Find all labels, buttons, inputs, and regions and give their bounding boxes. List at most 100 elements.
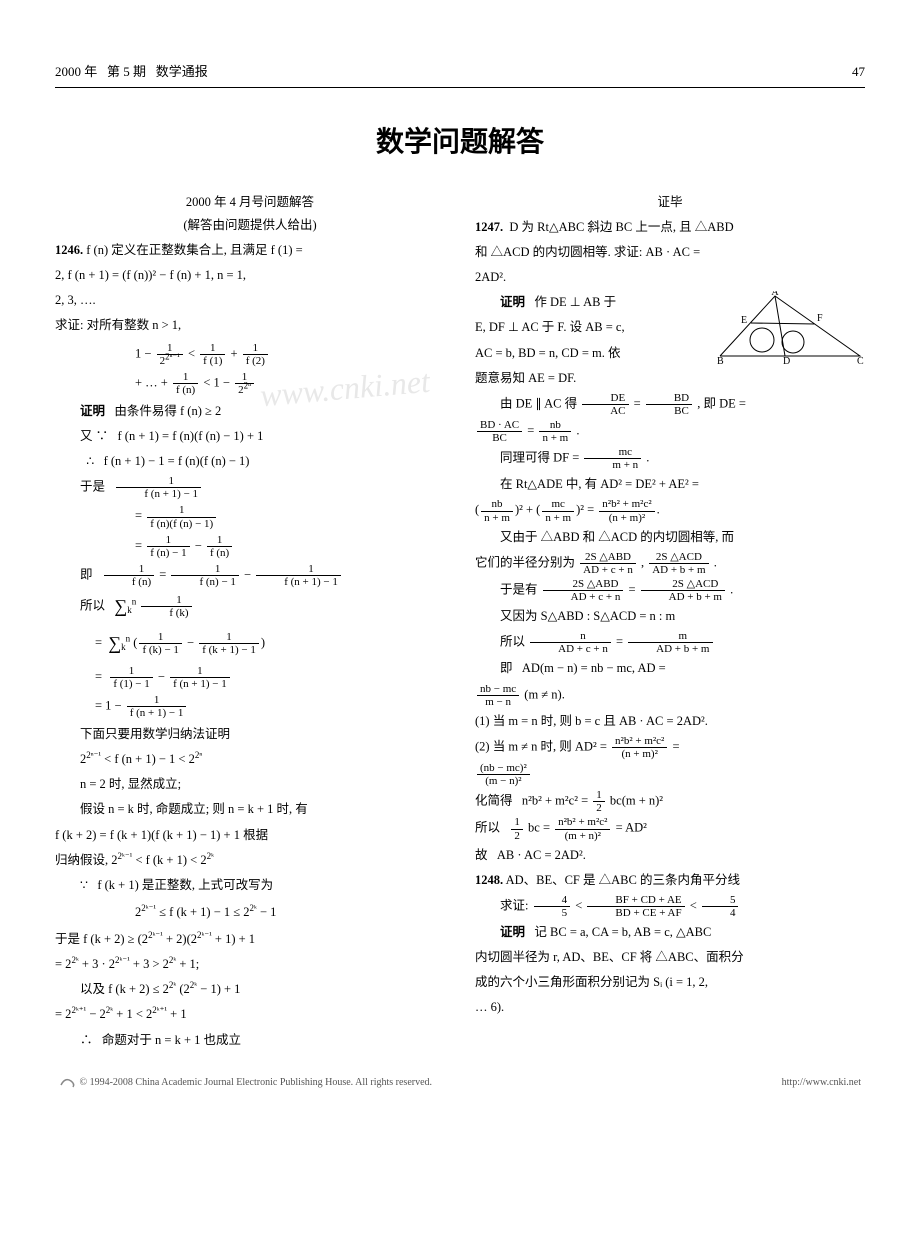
t: 即 AD(m − n) = nb − mc, AD = <box>475 657 865 680</box>
t: (m − n)² <box>477 775 530 787</box>
t: (2) 当 m ≠ n 时, 则 AD² = n²b² + m²c²(n + m… <box>475 735 865 760</box>
t: − 1 <box>260 905 276 919</box>
t: f (n) <box>173 384 198 396</box>
t: 1 <box>199 631 259 644</box>
t: = 1f (n) − 1 − 1f (n) <box>135 534 445 559</box>
t: , 即 DE = <box>697 396 746 410</box>
t: BC <box>477 432 522 444</box>
subtitle1: 2000 年 4 月号问题解答 <box>55 191 445 214</box>
t: (nb − mc)²(m − n)² <box>475 762 865 787</box>
p1248-intro: 1248. AD、BE、CF 是 △ABC 的三条内角平分线 <box>475 869 865 892</box>
t: m + n <box>584 459 641 471</box>
t: 同理可得 DF = <box>500 451 579 465</box>
t: 2ⁿ <box>195 750 202 760</box>
subtitle2: (解答由问题提供人给出) <box>55 214 445 237</box>
t: − 1) + 1 <box>200 982 240 996</box>
t: n + m <box>539 432 571 444</box>
svg-text:B: B <box>717 356 724 366</box>
t: BD · ACBC = nbn + m . <box>475 419 865 444</box>
t: 2S △ABD <box>580 551 636 564</box>
t: 于是 f (k + 2) ≥ (22ᵏ⁻¹ + 2)(22ᵏ⁻¹ + 1) + … <box>55 928 445 951</box>
header-issue: 第 5 期 <box>107 64 146 79</box>
page-num: 47 <box>852 60 865 83</box>
t: 2ᵏ <box>71 955 78 965</box>
t: 归纳假设, 22ᵏ⁻¹ < f (k + 1) < 22ᵏ <box>55 849 445 872</box>
qed: 证毕 <box>475 191 865 214</box>
svg-text:E: E <box>741 315 747 326</box>
t: 2 <box>511 830 523 842</box>
t: 于是 f (k + 2) ≥ (2 <box>55 932 148 946</box>
t: 1 <box>243 342 268 355</box>
t: m − n <box>477 696 519 708</box>
t: AD + b + m <box>649 564 708 576</box>
t: 成的六个小三角形面积分别记为 Sᵢ (i = 1, 2, <box>475 971 865 994</box>
t: = 22ᵏ + 3 · 22ᵏ⁻¹ + 3 > 22ᵏ + 1; <box>55 953 445 976</box>
t: + 3 · 2 <box>82 957 115 971</box>
t: nb <box>539 419 571 432</box>
content-columns: 2000 年 4 月号问题解答 (解答由问题提供人给出) 1246. f (n)… <box>55 191 865 1054</box>
t: 4 <box>702 907 739 919</box>
p1246-intro: 1246. f (n) 定义在正整数集合上, 且满足 f (1) = <box>55 239 445 262</box>
text: f (n) 定义在正整数集合上, 且满足 f (1) = <box>86 243 302 257</box>
t: 所以 <box>500 635 525 649</box>
t: AB · AC = 2AD². <box>497 848 586 862</box>
t: < <box>188 346 195 360</box>
t: 于是 <box>80 480 105 494</box>
footer-left: © 1994-2008 China Academic Journal Elect… <box>59 1074 432 1092</box>
svg-text:F: F <box>817 313 823 324</box>
footer-right: http://www.cnki.net <box>782 1074 861 1092</box>
t: 2S △ACD <box>649 551 708 564</box>
page-header: 2000 年 第 5 期 数学通报 47 <box>55 60 865 88</box>
t: 2ᵏ <box>190 980 197 990</box>
t: = 1f (1) − 1 − 1f (n + 1) − 1 <box>95 665 445 690</box>
triangle-diagram: A B C D E F <box>715 291 865 374</box>
t: n + m <box>542 512 574 524</box>
t: 归纳假设, 2 <box>55 853 118 867</box>
t: < <box>575 898 582 912</box>
t: 求证: 45 < BF + CD + AEBD + CE + AF < 54 <box>475 894 865 919</box>
t: f (n) − 1 <box>147 547 189 559</box>
t: (nb − mc)² <box>477 762 530 775</box>
t: k <box>121 642 126 652</box>
t: . <box>646 451 649 465</box>
article-title: 数学问题解答 <box>55 118 865 168</box>
t: ≤ f (k + 1) − 1 ≤ 2 <box>159 905 249 919</box>
t: 所以 12 bc = n²b² + m²c²(m + n)² = AD² <box>475 816 865 841</box>
t: = 2 <box>55 957 71 971</box>
t: BD <box>646 392 692 405</box>
t: = 2 <box>55 1007 71 1021</box>
t: (nbn + m)² + (mcn + m)² = n²b² + m²c²(n … <box>475 498 865 523</box>
t: DE <box>582 392 628 405</box>
t: bc = <box>528 821 550 835</box>
t: 1 <box>147 534 189 547</box>
t: 2ⁿ⁻¹ <box>165 351 180 361</box>
t: ∵ <box>80 878 88 892</box>
t: 1 <box>200 342 225 355</box>
t: 22ⁿ⁻¹ < f (n + 1) − 1 < 22ⁿ <box>55 748 445 771</box>
t: f (n + 1) − 1 <box>256 576 341 588</box>
t: 5 <box>534 907 571 919</box>
t: f (n) <box>207 547 232 559</box>
t: 于是有 2S △ABDAD + c + n = 2S △ACDAD + b + … <box>475 578 865 603</box>
t: 以及 f (k + 2) ≤ 2 <box>80 982 169 996</box>
t: , <box>641 555 644 569</box>
t: n <box>132 596 137 606</box>
t: 1 <box>173 371 198 384</box>
t: 2ᵏ⁻¹ <box>141 903 156 913</box>
t: 所以 ∑kn 1f (k) <box>55 590 445 623</box>
t: ∴ f (n + 1) − 1 = f (n)(f (n) − 1) <box>55 450 445 473</box>
t: 1 <box>116 475 201 488</box>
t: 2 <box>593 802 605 814</box>
t: nb − mc <box>477 683 519 696</box>
t: ( <box>475 503 479 517</box>
t: = 22ᵏ⁺¹ − 22ᵏ + 1 < 22ᵏ⁺¹ + 1 <box>55 1003 445 1026</box>
t: f (2) <box>243 355 268 367</box>
t: 2S △ACD <box>641 578 725 591</box>
t: = 1 − <box>95 698 122 712</box>
t: 4 <box>534 894 571 907</box>
t: (m ≠ n). <box>524 687 565 701</box>
t: 2S △ABD <box>543 578 624 591</box>
t: 所以 <box>475 821 500 835</box>
t: 求证: <box>500 898 528 912</box>
t: . <box>576 423 579 437</box>
